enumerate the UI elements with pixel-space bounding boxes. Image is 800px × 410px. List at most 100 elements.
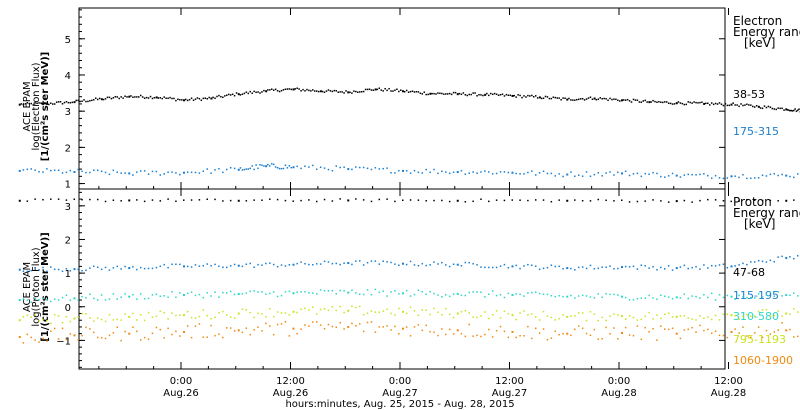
data-point [722,199,725,202]
data-point [667,102,670,105]
data-point [120,339,122,342]
data-point [40,102,42,104]
data-point [431,92,433,95]
data-point [499,317,502,319]
data-point [77,316,79,318]
data-point [104,171,107,174]
data-point [734,265,736,267]
data-point [796,255,799,257]
legend-47-68: 47-68 [733,266,765,279]
data-point [89,328,91,330]
data-point [272,163,275,166]
data-point [671,269,674,271]
data-point [429,330,431,333]
data-point [190,336,193,339]
data-point [136,268,138,271]
data-point [149,95,152,98]
data-point [183,293,185,296]
data-point [265,165,268,168]
data-point [370,310,373,312]
data-point [120,200,122,202]
legend-175-315: 175-315 [733,125,779,138]
data-point [507,171,510,174]
data-point [636,172,639,175]
data-point [472,316,474,318]
data-point [699,101,701,104]
data-point [456,263,459,266]
data-point [237,292,240,295]
data-point [769,291,772,293]
data-point [550,316,553,319]
data-point [18,103,21,106]
x-tick-time: 12:00 [276,376,305,387]
data-point [577,325,580,327]
data-point [343,262,345,264]
data-point [794,108,796,110]
data-point [85,269,87,272]
data-point [679,102,682,104]
data-point [460,332,463,335]
data-point [269,325,271,327]
data-point [188,98,191,101]
data-point [789,313,791,316]
data-point [112,169,115,172]
x-tick-time: 0:00 [170,376,192,387]
data-point [402,199,404,202]
data-point [59,101,62,103]
data-point [214,316,216,319]
data-point [796,295,799,297]
data-point [69,299,72,302]
data-point [284,88,287,91]
data-point [288,88,291,90]
data-point [280,264,283,266]
legend-795-1193: 795-1193 [733,333,786,346]
data-point [323,91,326,94]
data-point [81,170,83,173]
data-point [681,102,684,105]
data-point [589,264,592,267]
data-point [468,261,470,264]
data-point [159,328,162,331]
data-point [552,96,555,98]
data-point [163,295,165,297]
data-point [155,326,158,329]
data-point [523,173,525,175]
data-point [96,317,99,319]
data-point [186,265,189,268]
data-point [523,95,525,97]
data-point [409,306,412,309]
data-point [202,170,205,173]
data-point [73,101,76,104]
data-point [527,325,529,328]
data-point [718,319,721,321]
data-point [237,168,240,171]
data-point [538,96,541,99]
data-point [339,91,341,93]
data-point [671,327,674,330]
data-point [183,199,185,201]
data-point [341,91,343,93]
data-point [255,91,257,94]
data-point [112,319,115,321]
data-point [550,264,553,266]
proton-frame [78,188,726,370]
data-point [347,199,350,202]
data-point [464,309,467,312]
data-point [288,165,291,167]
data-point [765,106,768,109]
data-point [757,310,760,313]
data-point [171,263,173,266]
data-point [581,294,584,297]
data-point [484,170,486,172]
data-point [744,104,746,106]
data-point [656,339,658,341]
data-point [619,100,621,102]
data-point [605,266,607,269]
data-point [65,315,68,318]
data-point [304,262,306,265]
data-point [351,289,353,291]
data-point [421,93,424,95]
data-point [400,89,402,91]
data-point [214,97,216,100]
data-point [22,169,25,171]
